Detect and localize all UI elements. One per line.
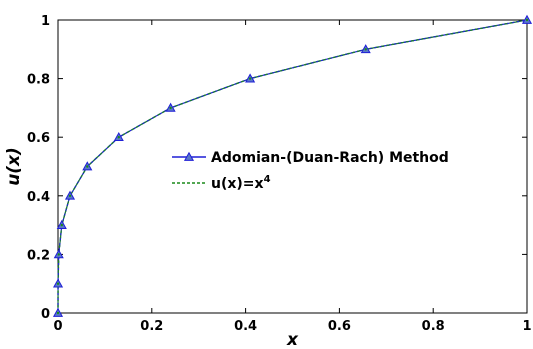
- x-tick-label: 1: [522, 319, 531, 334]
- x-tick-label: 0.4: [234, 319, 257, 334]
- x-tick-label: 0.2: [140, 319, 163, 334]
- y-tick-label: 0.6: [27, 131, 50, 146]
- data-point-exact: [169, 106, 172, 110]
- y-tick-label: 0: [41, 307, 50, 322]
- plot-frame: [57, 19, 528, 314]
- y-tick-label: 0.4: [27, 190, 50, 205]
- data-point-exact: [248, 77, 252, 80]
- legend-entry-adomian: Adomian-(Duan-Rach) Method: [172, 150, 449, 166]
- data-point-exact: [68, 194, 72, 197]
- series-line-adomian: [57, 19, 528, 314]
- legend-label-adomian: Adomian-(Duan-Rach) Method: [211, 150, 449, 166]
- data-point-exact: [56, 282, 60, 285]
- legend-label-exact: u(x)=x4: [211, 174, 271, 192]
- x-tick-label: 0.6: [328, 319, 351, 334]
- legend-entry-exact: u(x)=x4: [172, 174, 271, 192]
- data-point-exact: [525, 18, 529, 22]
- x-tick-label: 0: [53, 319, 62, 334]
- plot-area: [57, 19, 528, 314]
- legend-label-exact-superscript: 4: [264, 174, 271, 185]
- triangle-marker-icon: [183, 151, 195, 161]
- y-axis-label: u(x): [4, 147, 24, 186]
- data-point-exact: [56, 311, 60, 315]
- data-point-exact: [60, 223, 63, 227]
- x-tick-label: 0.8: [422, 319, 445, 334]
- x-axis-label: x: [286, 330, 299, 349]
- series-line-exact: [57, 19, 528, 314]
- y-tick-label: 1: [41, 14, 50, 29]
- data-point-exact: [57, 253, 60, 256]
- data-point-exact: [117, 136, 120, 139]
- x-axis: 0 0.2 0.4 0.6 0.8 1: [53, 20, 532, 334]
- legend-label-exact-base: u(x)=x: [211, 176, 264, 192]
- y-axis: 0 0.2 0.4 0.6 0.8 1: [27, 14, 527, 322]
- data-point-exact: [86, 165, 89, 168]
- legend: Adomian-(Duan-Rach) Method u(x)=x4: [172, 150, 449, 192]
- series-line-exact-overlay: [57, 19, 528, 314]
- y-tick-label: 0.8: [27, 73, 50, 88]
- y-tick-label: 0.2: [27, 248, 50, 263]
- series-layer: [52, 14, 533, 317]
- data-point-exact: [364, 48, 367, 51]
